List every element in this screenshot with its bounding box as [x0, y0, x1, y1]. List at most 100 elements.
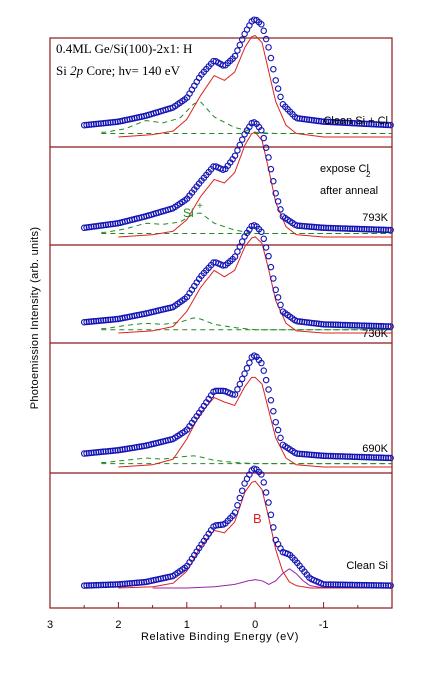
data-point [262, 144, 270, 152]
data-point [294, 450, 301, 457]
data-point [384, 582, 392, 589]
data-point [265, 386, 272, 393]
data-point [329, 224, 337, 232]
data-point [262, 376, 270, 384]
data-point [349, 581, 356, 589]
data-point [258, 359, 265, 367]
fit-curve [118, 376, 392, 468]
data-point [90, 223, 98, 230]
data-point [317, 118, 325, 125]
data-point [320, 224, 327, 232]
data-point [373, 582, 380, 589]
data-point [236, 41, 244, 49]
data-point [375, 121, 382, 128]
data-point [358, 225, 366, 233]
data-point [234, 386, 241, 393]
data-point [97, 581, 105, 589]
data-point [104, 221, 112, 228]
data-point [104, 119, 112, 126]
panel-label: Si [183, 206, 194, 220]
data-point [116, 580, 124, 588]
data-point [274, 198, 282, 205]
data-point [327, 321, 335, 328]
data-point [272, 77, 279, 84]
data-point [136, 579, 143, 586]
data-point [375, 454, 382, 461]
data-point [109, 447, 117, 454]
data-point [215, 387, 222, 395]
data-point [325, 581, 332, 588]
panel-label: 730K [362, 328, 388, 340]
data-points [80, 16, 394, 589]
data-point [303, 319, 311, 326]
x-tick-label: 0 [252, 619, 258, 631]
data-point [361, 453, 368, 461]
data-point [231, 52, 239, 60]
data-point [296, 318, 303, 325]
data-point [344, 225, 351, 232]
data-point [270, 275, 277, 282]
data-point [97, 120, 105, 127]
data-point [356, 120, 363, 127]
x-tick-label: 3 [47, 619, 53, 631]
data-point [373, 121, 380, 128]
data-point [315, 117, 323, 125]
data-point [344, 119, 351, 127]
data-point [339, 119, 346, 126]
data-point [265, 252, 272, 260]
data-point [102, 448, 110, 455]
data-point [83, 450, 90, 457]
title-suffix: Core; hv= 140 eV [83, 63, 180, 78]
data-point [375, 582, 382, 589]
panel-label: Clean Si [346, 560, 388, 572]
data-point [104, 581, 112, 589]
data-point [272, 190, 279, 197]
data-point [322, 581, 330, 588]
data-point [80, 582, 88, 589]
data-point [322, 452, 330, 460]
data-point [85, 318, 93, 325]
data-point [332, 452, 339, 460]
data-point [310, 117, 318, 124]
data-point [260, 27, 267, 35]
data-point [274, 294, 282, 301]
data-point [361, 120, 368, 128]
data-point [88, 223, 95, 231]
data-point [138, 579, 145, 586]
data-point [353, 322, 361, 329]
data-point [373, 322, 380, 330]
data-point [380, 322, 387, 330]
data-point [238, 136, 246, 143]
data-point [236, 380, 244, 388]
data-point [344, 581, 351, 589]
data-point [270, 65, 277, 73]
data-point [270, 524, 277, 531]
data-point [109, 220, 117, 228]
data-point [344, 453, 351, 460]
data-point [358, 581, 366, 589]
data-point [351, 581, 358, 589]
data-point [119, 580, 126, 588]
data-point [365, 322, 373, 330]
data-point [212, 522, 220, 529]
data-point [112, 447, 119, 454]
data-point [370, 454, 378, 461]
data-point [349, 225, 356, 233]
data-point [301, 222, 308, 230]
data-point [358, 322, 366, 329]
data-point [212, 387, 220, 395]
data-point [95, 581, 102, 589]
data-point [356, 322, 363, 329]
data-point [382, 121, 390, 129]
data-point [353, 120, 361, 127]
data-point [368, 120, 375, 128]
data-point [387, 226, 394, 234]
data-point [100, 119, 107, 127]
data-point [334, 581, 342, 588]
data-point [356, 581, 363, 589]
data-point [329, 118, 337, 126]
data-point [88, 582, 95, 589]
data-point [231, 253, 239, 260]
spectra-curves [101, 34, 392, 589]
data-point [353, 453, 361, 461]
